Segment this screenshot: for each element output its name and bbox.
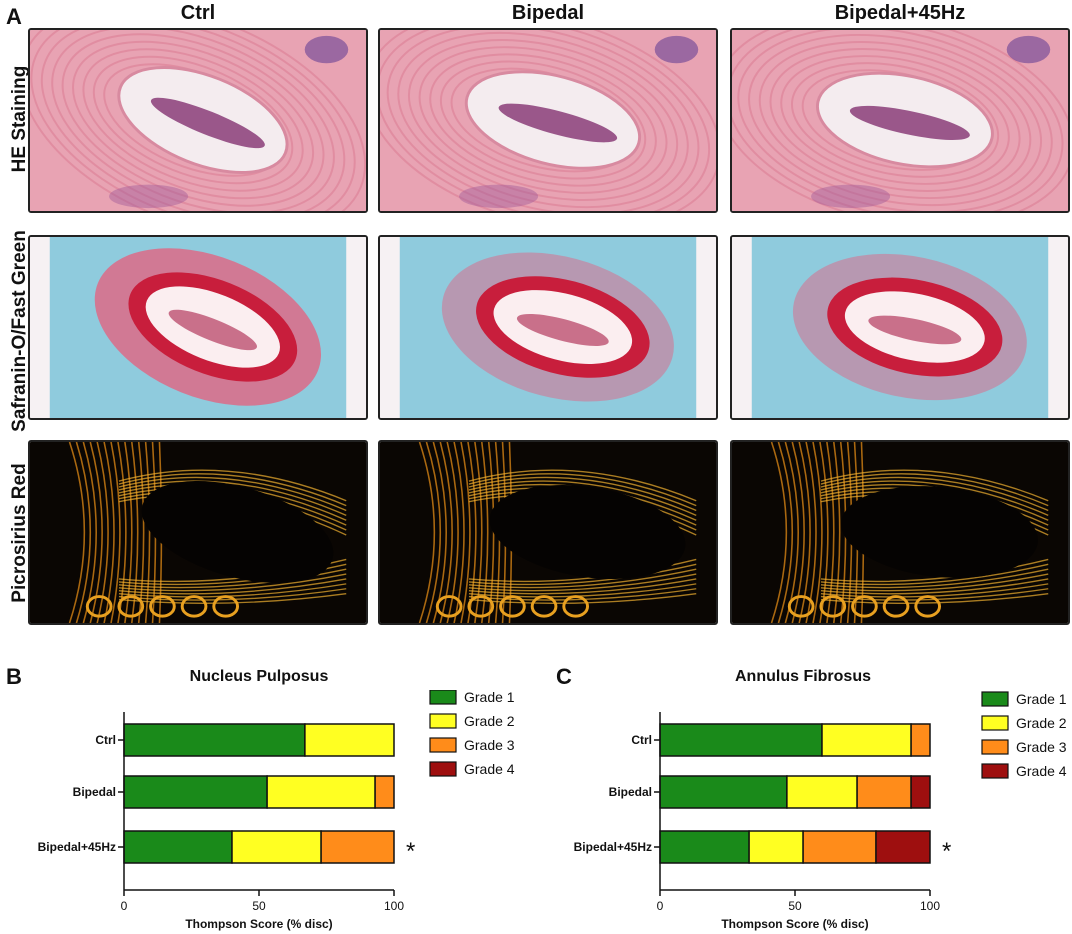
bar-segment (875, 830, 931, 864)
bar-segment (659, 723, 823, 757)
micrograph-saf-bipedal-45hz (730, 235, 1070, 420)
legend-label: Grade 3 (1016, 739, 1067, 755)
x-tick-label: 50 (252, 899, 266, 913)
bar-segment (320, 830, 395, 864)
category-label: Bipedal+45Hz (574, 840, 652, 854)
bar-segment (802, 830, 877, 864)
legend-swatch (429, 690, 457, 705)
x-axis-label: Thompson Score (% disc) (721, 917, 868, 931)
x-tick-label: 50 (788, 899, 802, 913)
bar-segment (821, 723, 912, 757)
micrograph-he-bipedal-45hz (730, 28, 1070, 213)
chart-title-annulus: Annulus Fibrosus (735, 668, 871, 685)
bar-segment (659, 830, 750, 864)
bar-segment (659, 775, 788, 809)
legend-swatch (429, 761, 457, 777)
bar-segment (910, 775, 931, 809)
category-label: Bipedal (73, 785, 116, 799)
bar-segment (786, 775, 858, 809)
legend-label: Grade 1 (1016, 691, 1067, 707)
micrograph-he-ctrl (28, 28, 368, 213)
bar-segment (910, 723, 931, 757)
bar-segment (231, 830, 322, 864)
bar-group-bipedal (123, 775, 395, 809)
legend-label: Grade 4 (464, 761, 515, 777)
column-title-bipedal: Bipedal (511, 2, 585, 24)
x-axis-label: Thompson Score (% disc) (185, 917, 332, 931)
panel-label-a: A (6, 4, 22, 29)
legend-swatch (981, 739, 1009, 755)
micrograph-pic-ctrl (28, 440, 368, 625)
category-label: Ctrl (95, 733, 116, 747)
bar-segment (123, 830, 233, 864)
column-title-ctrl: Ctrl (180, 2, 216, 24)
micrograph-saf-ctrl (28, 235, 368, 420)
significance-asterisk: * (942, 838, 951, 865)
bar-segment (266, 775, 376, 809)
x-tick-label: 0 (121, 899, 128, 913)
bar-group-ctrl (659, 723, 931, 757)
column-title-bipedal-45hz: Bipedal+45Hz (834, 2, 966, 24)
x-tick-label: 0 (657, 899, 664, 913)
bar-segment (748, 830, 804, 864)
category-label: Ctrl (631, 733, 652, 747)
annulus-fibrosus-chart: Ctrl Bipedal Bipedal+45Hz 0 50 100 Thompson Sc… (574, 691, 1067, 931)
micrograph-saf-bipedal (378, 235, 718, 420)
significance-asterisk: * (406, 838, 415, 865)
legend-swatch (429, 737, 457, 753)
category-label: Bipedal (609, 785, 652, 799)
x-tick-label: 100 (384, 899, 404, 913)
micrograph-pic-bipedal-45hz (730, 440, 1070, 625)
category-label: Bipedal+45Hz (38, 840, 116, 854)
legend-label: Grade 1 (464, 690, 515, 705)
bar-segment (304, 723, 395, 757)
chart-title-nucleus: Nucleus Pulposus (189, 668, 329, 685)
panel-label-c: C (556, 664, 572, 689)
bar-group-ctrl (123, 723, 395, 757)
micrograph-pic-bipedal (378, 440, 718, 625)
bar-segment (123, 723, 306, 757)
bar-segment (374, 775, 395, 809)
bar-segment (856, 775, 912, 809)
legend-swatch (981, 763, 1009, 779)
legend-swatch (429, 713, 457, 729)
legend-label: Grade 2 (464, 713, 515, 729)
legend-swatch (981, 691, 1009, 707)
bar-segment (123, 775, 268, 809)
bar-group-bipedal-45hz (123, 830, 395, 864)
legend-label: Grade 4 (1016, 763, 1067, 779)
nucleus-pulposus-chart: Ctrl Bipedal Bipedal+45Hz 0 50 100 Thompson Sc… (38, 690, 515, 931)
micrograph-he-bipedal (378, 28, 718, 213)
x-tick-label: 100 (920, 899, 940, 913)
panel-label-b: B (6, 664, 22, 689)
legend-swatch (981, 715, 1009, 731)
bar-group-bipedal (659, 775, 931, 809)
legend-label: Grade 3 (464, 737, 515, 753)
legend-label: Grade 2 (1016, 715, 1067, 731)
bar-group-bipedal-45hz (659, 830, 931, 864)
